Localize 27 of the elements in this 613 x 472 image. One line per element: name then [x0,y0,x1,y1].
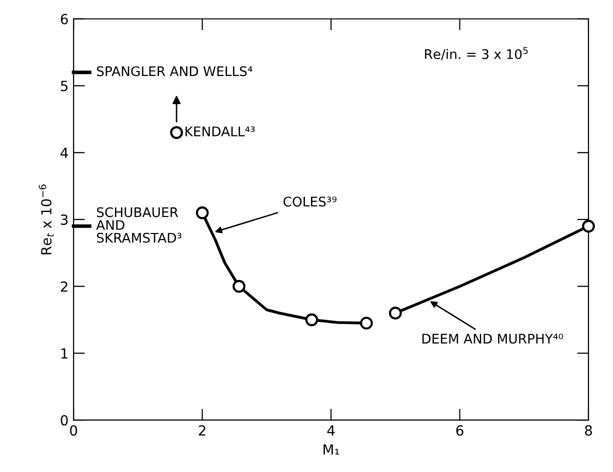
x-tick-label: 0 [70,425,78,436]
x-tick-label: 8 [585,425,592,436]
annotation: COLES³⁹ [283,196,336,207]
point [388,306,402,320]
point [196,206,209,220]
x-tick-label: 6 [456,425,464,436]
x-axis-title: M₁ [324,444,340,455]
point [305,313,318,326]
y-axis-title: Re$_{t}$ x 10$^{−6}$ [38,184,54,254]
annotation: Re/in. = 3 x 10$^{5}$ [425,47,528,60]
annotation: KENDALL⁴³ [186,126,255,136]
y-tick-label: 4 [60,148,68,158]
point [232,280,246,293]
y-tick-label: 1 [61,348,68,358]
y-tick-label: 5 [60,80,68,92]
annotation: DEEM AND MURPHY⁴⁰ [422,334,564,344]
x-tick-label: 2 [198,425,206,436]
point [360,316,373,330]
annotation: SPANGLER AND WELLS⁴ [96,66,252,76]
point [582,220,595,233]
y-tick-label: 2 [60,281,68,292]
y-tick-label: 0 [60,415,68,426]
y-tick-label: 6 [60,14,68,24]
annotation: SCHUBAUER AND SKRAMSTAD³ [96,207,182,243]
point [170,126,183,139]
y-tick-label: 3 [60,214,68,225]
x-tick-label: 4 [327,425,335,436]
